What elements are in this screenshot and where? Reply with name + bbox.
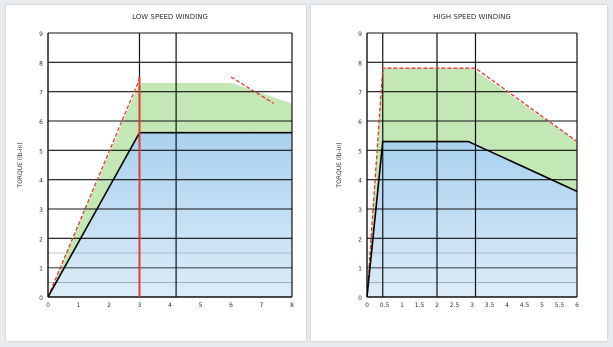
low-speed-panel: 0 1 2 3 4 5 6 7 8 9 0 1 2 3 4 5 6 7 8 LOW SPEED WINDING TORQ… — [6, 5, 306, 341]
y-tick-label: 1 — [39, 266, 43, 273]
x-tick-label: 3.5 — [485, 302, 495, 309]
x-tick-label: 1 — [400, 302, 404, 309]
x-tick-label: 8 — [290, 302, 294, 309]
y-tick-label: 4 — [39, 178, 43, 185]
x-tick-label: 3 — [470, 302, 474, 309]
y-tick-label: 8 — [39, 60, 43, 67]
x-tick-label: 5 — [540, 302, 544, 309]
x-tick-label: 2 — [107, 302, 111, 309]
high-speed-chart: 0 1 2 3 4 5 6 7 8 9 0 0.5 1 1.5 2 2.5 3 3.5 4 4.5 5 5.5 6 HIGH … — [336, 13, 579, 309]
low-speed-chart: 0 1 2 3 4 5 6 7 8 9 0 1 2 3 4 5 6 7 8 LOW SPEED WINDING TORQ… — [17, 13, 294, 309]
x-tick-label: 0 — [365, 302, 369, 309]
continuous-zone-fill — [367, 141, 577, 297]
peak-zone-fill — [367, 68, 577, 297]
y-axis-label: TORQUE (lb-in) — [17, 142, 24, 188]
y-tick-label: 2 — [39, 236, 43, 243]
peak-zone-fill — [48, 82, 292, 297]
y-tick-label: 2 — [358, 236, 362, 243]
y-tick-label: 1 — [358, 266, 362, 273]
y-tick-label: 0 — [358, 295, 362, 302]
peak-torque-line — [230, 76, 275, 104]
high-speed-panel: 0 1 2 3 4 5 6 7 8 9 0 0.5 1 1.5 2 2.5 3 3.5 4 4.5 5 5.5 6 HIGH … — [311, 5, 607, 341]
y-tick-label: 7 — [39, 90, 43, 97]
y-tick-label: 5 — [358, 148, 362, 155]
x-tick-label: 6 — [575, 302, 579, 309]
x-tick-label: 2 — [435, 302, 439, 309]
x-tick-label: 3 — [138, 302, 142, 309]
x-tick-label: 5.5 — [555, 302, 565, 309]
continuous-zone-fill — [48, 132, 292, 297]
x-tick-label: 0.5 — [380, 302, 390, 309]
y-tick-label: 7 — [358, 90, 362, 97]
x-tick-label: 1 — [77, 302, 81, 309]
y-tick-label: 9 — [358, 31, 362, 38]
y-tick-label: 5 — [39, 148, 43, 155]
x-tick-label: 1.5 — [415, 302, 425, 309]
peak-torque-line — [366, 67, 578, 298]
x-tick-label: 6 — [229, 302, 233, 309]
x-tick-label: 0 — [46, 302, 50, 309]
y-tick-label: 0 — [39, 295, 43, 302]
x-tick-label: 4.5 — [520, 302, 530, 309]
continuous-torque-line — [366, 140, 578, 298]
y-tick-label: 4 — [358, 178, 362, 185]
y-tick-label: 6 — [358, 119, 362, 126]
x-tick-label: 4 — [505, 302, 509, 309]
y-axis-label: TORQUE (lb-in) — [336, 142, 343, 188]
x-tick-label: 2.5 — [450, 302, 460, 309]
y-tick-label: 6 — [39, 119, 43, 126]
x-tick-label: 5 — [199, 302, 203, 309]
y-tick-label: 8 — [358, 60, 362, 67]
y-tick-label: 3 — [358, 207, 362, 214]
x-tick-label: 7 — [260, 302, 264, 309]
chart-title: LOW SPEED WINDING — [132, 13, 208, 21]
chart-title: HIGH SPEED WINDING — [433, 13, 511, 21]
y-tick-label: 3 — [39, 207, 43, 214]
x-tick-label: 4 — [168, 302, 172, 309]
y-tick-label: 9 — [39, 31, 43, 38]
